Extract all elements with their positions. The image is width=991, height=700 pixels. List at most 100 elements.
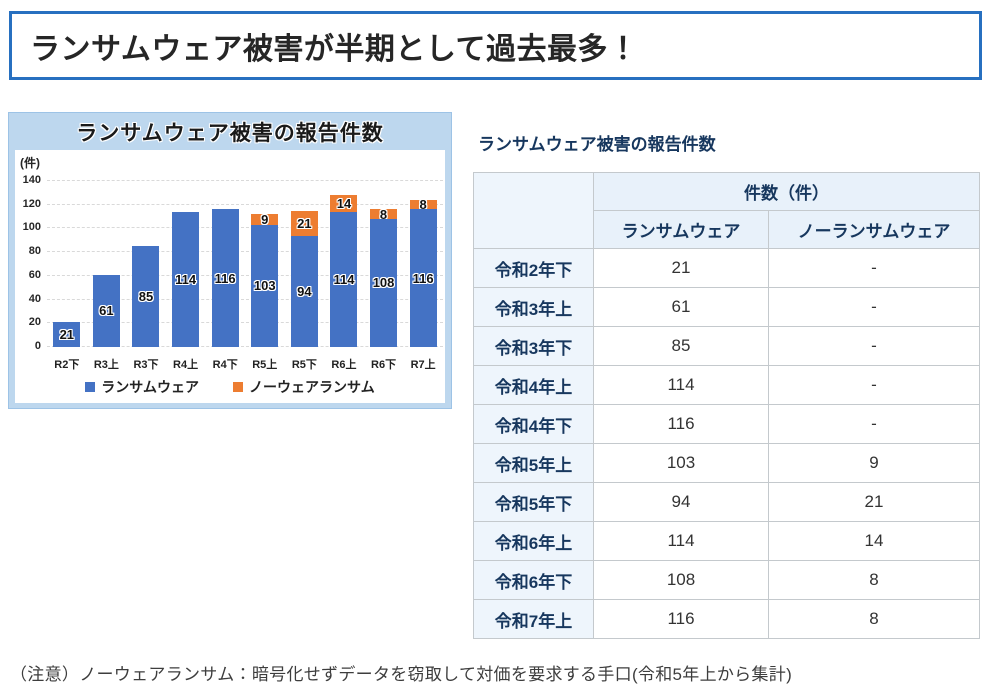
bar-value-label: 8 xyxy=(419,197,427,213)
legend-label: ノーウェアランサム xyxy=(249,379,375,395)
x-axis-label: R5下 xyxy=(291,359,317,371)
x-axis-label: R4上 xyxy=(173,359,199,371)
x-axis-label: R7上 xyxy=(410,359,436,371)
y-axis-tick-label: 0 xyxy=(34,340,41,352)
bar-segment-nowareransom: 9 xyxy=(251,212,279,228)
table-row: 令和4年下 116- xyxy=(473,404,980,444)
x-axis-label: R2下 xyxy=(54,359,80,371)
gridline xyxy=(47,298,443,300)
chart-plot-wrapper: (件) 0 20 40 60 80 100 120 140 21 61 85 114 116 9 103 21… xyxy=(15,150,445,403)
legend-label: ランサムウェア xyxy=(101,379,199,395)
bar-segment-ransomware: 85 xyxy=(132,246,160,347)
bar-value-label: 116 xyxy=(214,270,236,286)
bar-column: 14 114 xyxy=(330,195,358,347)
table-header-row-columns: ランサムウェア ノーランサムウェア xyxy=(474,210,980,249)
bar-segment-ransomware: 116 xyxy=(211,209,239,347)
bar-value-label: 21 xyxy=(59,327,75,343)
bar-value-label: 114 xyxy=(333,271,355,287)
y-axis-tick-label: 120 xyxy=(22,197,41,210)
table-column-header: ランサムウェア xyxy=(593,210,769,249)
bar-value-label: 14 xyxy=(336,196,352,212)
x-axis-label: R6下 xyxy=(371,359,397,371)
value-cell: 8 xyxy=(768,560,980,600)
value-cell: 116 xyxy=(593,599,769,639)
x-axis-label: R3下 xyxy=(133,359,159,371)
value-cell: 21 xyxy=(768,482,980,522)
value-cell: 114 xyxy=(593,521,769,561)
value-cell: - xyxy=(768,248,980,288)
bar-value-label: 108 xyxy=(372,275,395,291)
value-cell: - xyxy=(768,287,980,327)
gridline xyxy=(47,180,443,181)
value-cell: 8 xyxy=(768,599,980,639)
value-cell: 14 xyxy=(768,521,980,561)
row-label-cell: 令和4年上 xyxy=(473,365,594,405)
y-axis-unit-label: (件) xyxy=(20,156,40,170)
bar-column: 8 108 xyxy=(370,208,398,347)
row-label-cell: 令和7年上 xyxy=(473,599,594,639)
row-label-cell: 令和6年上 xyxy=(473,521,594,561)
value-cell: 94 xyxy=(593,482,769,522)
table-row: 令和3年上 61- xyxy=(473,287,980,327)
bar-segment-ransomware: 108 xyxy=(370,218,398,347)
table-row: 令和5年下 94 21 xyxy=(473,482,980,522)
bar-value-label: 21 xyxy=(297,215,312,231)
table-row: 令和6年下 108 8 xyxy=(473,560,980,600)
bar-column: 114 xyxy=(172,211,200,347)
value-cell: 85 xyxy=(593,326,769,366)
gridline xyxy=(47,203,443,205)
page-title: ランサムウェア被害が半期として過去最多！ xyxy=(30,32,639,66)
row-label-cell: 令和3年上 xyxy=(473,287,594,327)
bar-column: 21 94 xyxy=(290,210,318,347)
bar-segment-ransomware: 116 xyxy=(409,209,437,347)
bar-value-label: 9 xyxy=(261,212,269,228)
value-cell: 114 xyxy=(593,365,769,405)
gridline xyxy=(47,346,443,347)
bar-segment-nowareransom: 14 xyxy=(330,195,358,212)
value-cell: 108 xyxy=(593,560,769,600)
ransomware-report-chart: ランサムウェア被害の報告件数 (件) 0 20 40 60 80 100 120 140 21 6… xyxy=(8,112,452,409)
y-axis-tick-label: 140 xyxy=(22,174,41,186)
bar-value-label: 116 xyxy=(412,270,434,286)
bar-value-label: 103 xyxy=(253,278,276,294)
value-cell: 103 xyxy=(593,443,769,483)
table-row: 令和6年上 114 14 xyxy=(473,521,980,561)
bar-column: 116 xyxy=(211,209,239,347)
footnote: （注意）ノーウェアランサム：暗号化せずデータを窃取して対価を要求する手口(令和5… xyxy=(10,665,793,684)
bar-value-label: 114 xyxy=(175,271,197,287)
table-row: 令和5年上 103 9 xyxy=(473,443,980,483)
bar-column: 85 xyxy=(132,246,160,347)
bar-column: 8 116 xyxy=(409,197,437,347)
y-axis-tick-label: 40 xyxy=(28,292,41,305)
bar-segment-nowareransom: 21 xyxy=(290,210,318,236)
bar-value-label: 94 xyxy=(297,283,312,299)
gridline xyxy=(47,227,443,229)
value-cell: - xyxy=(768,326,980,366)
legend-item: ノーウェアランサム xyxy=(233,377,375,397)
chart-title: ランサムウェア被害の報告件数 xyxy=(76,121,384,145)
bar-column: 9 103 xyxy=(251,212,279,347)
table-group-header: 件数（件） xyxy=(593,172,980,211)
y-axis-tick-label: 60 xyxy=(28,268,41,281)
bar-value-label: 61 xyxy=(99,303,114,319)
row-label-cell: 令和5年上 xyxy=(473,443,594,483)
bar-segment-ransomware: 103 xyxy=(251,224,279,347)
bar-segment-ransomware: 21 xyxy=(53,322,81,347)
bar-column: 61 xyxy=(92,274,120,347)
page-title-banner: ランサムウェア被害が半期として過去最多！ xyxy=(9,11,982,80)
table-row: 令和7年上 116 8 xyxy=(473,599,980,639)
row-label-cell: 令和5年下 xyxy=(473,482,594,522)
value-cell: 61 xyxy=(593,287,769,327)
row-label-cell: 令和6年下 xyxy=(473,560,594,600)
y-axis-tick-label: 80 xyxy=(28,245,41,258)
x-axis-label: R4下 xyxy=(212,359,238,371)
y-axis-tick-label: 20 xyxy=(28,316,41,329)
table-header-row-group: 件数（件） xyxy=(473,172,980,249)
x-axis-labels: R2下 R3上 R3下 R4上 R4下 R5上 R5下 R6上 R6下 R7上 xyxy=(47,357,443,373)
value-cell: - xyxy=(768,404,980,444)
table-title: ランサムウェア被害の報告件数 xyxy=(478,135,716,154)
table-column-header: ノーランサムウェア xyxy=(768,210,980,249)
legend-swatch xyxy=(233,382,243,392)
bar-segment-nowareransom: 8 xyxy=(370,208,398,221)
value-cell: 9 xyxy=(768,443,980,483)
